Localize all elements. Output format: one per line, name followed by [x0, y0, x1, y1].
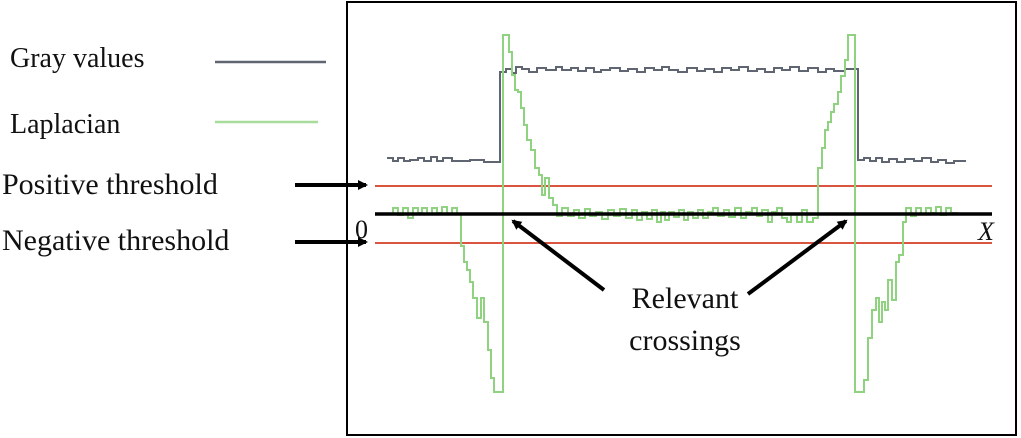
relevant-crossings-line1: Relevant — [632, 282, 739, 315]
x-axis-label: X — [977, 217, 995, 246]
positive-threshold-label: Positive threshold — [2, 168, 218, 201]
left-crossing-arrow — [513, 221, 604, 290]
legend-gray-label: Gray values — [10, 43, 145, 74]
right-crossing-arrow — [748, 221, 846, 294]
negative-threshold-label: Negative threshold — [2, 224, 229, 257]
gray-values-signal — [387, 67, 966, 163]
zero-label: 0 — [355, 215, 368, 244]
plot-frame — [347, 2, 1016, 435]
relevant-crossings-line2: crossings — [629, 324, 741, 357]
legend-laplacian-label: Laplacian — [10, 109, 120, 140]
